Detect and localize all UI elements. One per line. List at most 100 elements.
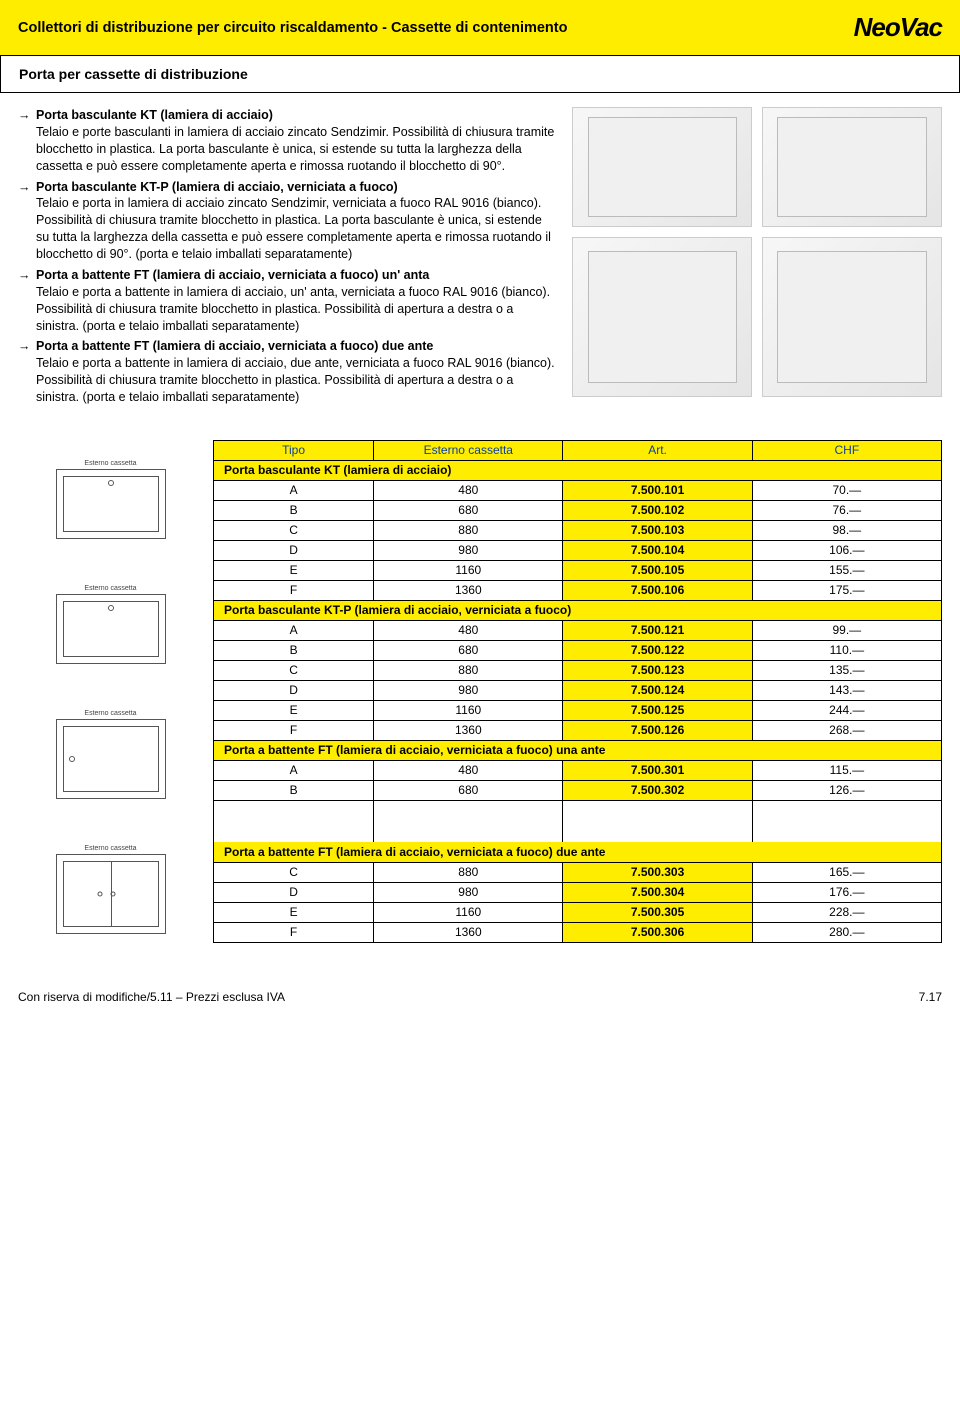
cell-esterno: 880 (374, 862, 563, 882)
footer-right: 7.17 (919, 990, 942, 1004)
table-row: A4807.500.12199.— (214, 620, 942, 640)
cell-art: 7.500.124 (563, 680, 752, 700)
description-item: →Porta basculante KT-P (lamiera di accia… (18, 179, 558, 263)
table-section-title: Porta basculante KT-P (lamiera di acciai… (214, 600, 942, 620)
arrow-icon: → (18, 338, 36, 355)
cell-chf: 228.— (752, 902, 941, 922)
table-row: C8807.500.10398.— (214, 520, 942, 540)
cell-chf: 175.— (752, 580, 941, 600)
description-title: Porta a battente FT (lamiera di acciaio,… (36, 268, 429, 282)
thumb-ft-single: Esterno cassetta (18, 710, 203, 799)
product-image-kt (572, 107, 752, 227)
header-title: Collettori di distribuzione per circuito… (18, 20, 567, 36)
table-row: D9807.500.304176.— (214, 882, 942, 902)
content-area: →Porta basculante KT (lamiera di acciaio… (0, 97, 960, 410)
cell-chf: 143.— (752, 680, 941, 700)
cell-chf: 176.— (752, 882, 941, 902)
table-row: A4807.500.10170.— (214, 480, 942, 500)
cell-chf: 135.— (752, 660, 941, 680)
description-item: →Porta a battente FT (lamiera di acciaio… (18, 338, 558, 406)
table-row: B6807.500.302126.— (214, 780, 942, 800)
arrow-icon: → (18, 107, 36, 124)
cell-art: 7.500.106 (563, 580, 752, 600)
cell-art: 7.500.101 (563, 480, 752, 500)
cell-tipo: F (214, 922, 374, 942)
thumb-ktp: Esterno cassetta (18, 585, 203, 664)
description-body: Telaio e porta a battente in lamiera di … (18, 284, 558, 335)
cell-chf: 280.— (752, 922, 941, 942)
cell-esterno: 1160 (374, 560, 563, 580)
product-image-ft-single (572, 237, 752, 397)
price-table-wrap: TipoEsterno cassettaArt.CHFPorta bascula… (213, 440, 942, 944)
diagram-thumbnails: Esterno cassetta Esterno cassetta Estern… (18, 440, 203, 944)
table-header-cell: Esterno cassetta (374, 440, 563, 460)
page-header: Collettori di distribuzione per circuito… (0, 0, 960, 56)
table-section-title: Porta a battente FT (lamiera di acciaio,… (214, 740, 942, 760)
description-column: →Porta basculante KT (lamiera di acciaio… (18, 107, 558, 410)
cell-tipo: C (214, 660, 374, 680)
description-body: Telaio e porta in lamiera di acciaio zin… (18, 195, 558, 263)
product-image-ft-double (762, 237, 942, 397)
product-image-ktp (762, 107, 942, 227)
cell-tipo: E (214, 700, 374, 720)
table-row: C8807.500.303165.— (214, 862, 942, 882)
cell-tipo: A (214, 760, 374, 780)
cell-tipo: A (214, 480, 374, 500)
cell-tipo: C (214, 862, 374, 882)
cell-chf: 76.— (752, 500, 941, 520)
cell-art: 7.500.301 (563, 760, 752, 780)
cell-art: 7.500.303 (563, 862, 752, 882)
subheader-text: Porta per cassette di distribuzione (19, 66, 248, 82)
subheader-box: Porta per cassette di distribuzione (0, 56, 960, 93)
cell-esterno: 680 (374, 780, 563, 800)
cell-esterno: 1360 (374, 720, 563, 740)
cell-chf: 110.— (752, 640, 941, 660)
table-gap-row (214, 800, 942, 842)
cell-esterno: 480 (374, 620, 563, 640)
table-row: F13607.500.306280.— (214, 922, 942, 942)
table-section-title: Porta a battente FT (lamiera di acciaio,… (214, 842, 942, 862)
cell-art: 7.500.122 (563, 640, 752, 660)
cell-esterno: 1160 (374, 700, 563, 720)
cell-chf: 244.— (752, 700, 941, 720)
product-images-column (572, 107, 942, 410)
description-title: Porta basculante KT-P (lamiera di acciai… (36, 180, 398, 194)
thumb-label: Esterno cassetta (84, 845, 136, 852)
cell-tipo: F (214, 580, 374, 600)
cell-esterno: 980 (374, 882, 563, 902)
table-section-title: Porta basculante KT (lamiera di acciaio) (214, 460, 942, 480)
cell-art: 7.500.305 (563, 902, 752, 922)
thumb-label: Esterno cassetta (84, 585, 136, 592)
table-row: D9807.500.124143.— (214, 680, 942, 700)
description-title: Porta a battente FT (lamiera di acciaio,… (36, 339, 433, 353)
table-header-cell: Tipo (214, 440, 374, 460)
cell-chf: 126.— (752, 780, 941, 800)
cell-esterno: 480 (374, 480, 563, 500)
cell-esterno: 880 (374, 520, 563, 540)
cell-tipo: D (214, 540, 374, 560)
cell-art: 7.500.304 (563, 882, 752, 902)
cell-art: 7.500.105 (563, 560, 752, 580)
cell-esterno: 1360 (374, 580, 563, 600)
cell-esterno: 880 (374, 660, 563, 680)
cell-chf: 165.— (752, 862, 941, 882)
description-title: Porta basculante KT (lamiera di acciaio) (36, 108, 273, 122)
table-row: E11607.500.105155.— (214, 560, 942, 580)
cell-tipo: C (214, 520, 374, 540)
table-row: E11607.500.125244.— (214, 700, 942, 720)
table-row: F13607.500.106175.— (214, 580, 942, 600)
cell-art: 7.500.104 (563, 540, 752, 560)
cell-chf: 115.— (752, 760, 941, 780)
cell-tipo: B (214, 640, 374, 660)
description-body: Telaio e porta a battente in lamiera di … (18, 355, 558, 406)
table-header-cell: CHF (752, 440, 941, 460)
cell-chf: 268.— (752, 720, 941, 740)
table-row: B6807.500.122110.— (214, 640, 942, 660)
cell-esterno: 680 (374, 500, 563, 520)
page-footer: Con riserva di modifiche/5.11 – Prezzi e… (0, 954, 960, 1018)
cell-art: 7.500.121 (563, 620, 752, 640)
cell-esterno: 1160 (374, 902, 563, 922)
arrow-icon: → (18, 179, 36, 196)
arrow-icon: → (18, 267, 36, 284)
cell-tipo: D (214, 680, 374, 700)
